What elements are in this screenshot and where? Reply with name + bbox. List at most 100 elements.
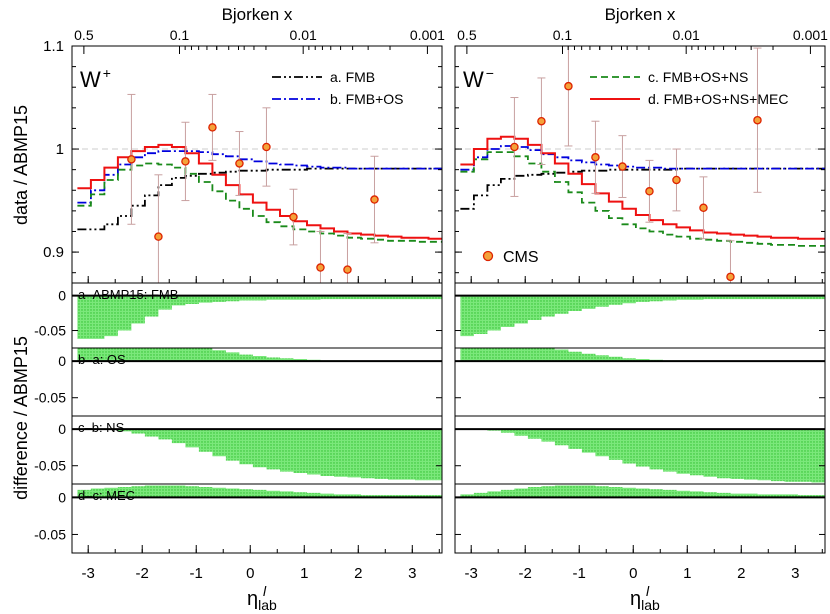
eta-tick-label: -3 [82, 565, 95, 582]
bjorken-x-label: Bjorken x [605, 5, 676, 24]
legend-cms-marker [482, 250, 494, 262]
series-line [77, 162, 442, 243]
cms-point [154, 232, 163, 241]
legend-label: d. FMB+OS+NS+MEC [648, 91, 788, 107]
series-group [77, 93, 442, 283]
cms-point [699, 203, 708, 213]
eta-tick-label: 3 [408, 565, 416, 582]
series-group [460, 46, 825, 283]
bjorken-tick-label: 0.5 [74, 27, 94, 43]
diff-label: b–a: OS [78, 352, 126, 367]
legend-label: a. FMB [330, 69, 375, 85]
eta-tick-label: 1 [683, 565, 691, 582]
bjorken-tick-label: 0.01 [673, 27, 700, 43]
diff-label: a–ABMP15: FMB [78, 287, 178, 302]
diff-fill [77, 485, 442, 498]
diff-panel: 0 -0.05 a–ABMP15: FMB [34, 282, 443, 349]
series-line [460, 151, 825, 247]
panel-label: W + [80, 65, 111, 92]
panel-label-sup: − [486, 65, 494, 81]
bjorken-x-label: Bjorken x [222, 5, 293, 24]
diff-label: d–c: MEC [78, 488, 135, 503]
diff-panel [454, 347, 826, 417]
legend-cms-label: CMS [503, 249, 539, 266]
eta-axis-label-sup: l [646, 583, 650, 599]
diff-fill [77, 429, 442, 481]
panel-label-main: W [80, 67, 101, 92]
panel-wplus: 0.9 1 1.1 0.5 0.1 0.01 0.001 Bjorken x W + a. FMB b… [34, 5, 445, 613]
cms-point [181, 157, 190, 166]
cms-point [343, 265, 352, 274]
eta-axis-label-sub: lab [258, 597, 277, 613]
series-line [460, 135, 825, 240]
series-line [77, 167, 442, 231]
diff-panel: 0 -0.05 d–c: MEC [34, 483, 443, 554]
diff-fill [77, 348, 442, 362]
diff-y-tick-label: 0 [58, 288, 66, 304]
diff-panel [454, 483, 826, 554]
y-tick-label: 1 [56, 141, 64, 158]
eta-tick-label: -1 [190, 565, 203, 582]
panel-wminus: 0.5 0.1 0.01 0.001 Bjorken x W − c. FMB+OS+NS d.… [454, 5, 828, 613]
diff-fill [460, 429, 825, 483]
eta-axis-label: ηlab [247, 588, 277, 613]
legend-label: c. FMB+OS+NS [648, 69, 748, 85]
eta-tick-label: 0 [246, 565, 254, 582]
cms-point [289, 212, 298, 222]
bjorken-tick-label: 0.1 [553, 27, 573, 43]
diff-y-tick-label: -0.05 [34, 526, 66, 542]
eta-tick-label: 3 [791, 565, 799, 582]
eta-tick-label: 2 [354, 565, 362, 582]
bjorken-tick-label: 0.5 [457, 27, 477, 43]
eta-tick-label: -3 [465, 565, 478, 582]
y-tick-label: 1.1 [43, 38, 64, 55]
diff-y-tick-label: -0.05 [34, 458, 66, 474]
eta-tick-label: 2 [737, 565, 745, 582]
cms-point [510, 142, 519, 152]
y-tick-label: 0.9 [43, 244, 64, 261]
ylabel-bottom: difference / ABMP15 [11, 336, 31, 500]
cms-point [726, 272, 735, 282]
eta-tick-label: -1 [573, 565, 586, 582]
eta-tick-label: 1 [300, 565, 308, 582]
eta-axis-label-main: η [630, 588, 641, 610]
eta-tick-label: -2 [136, 565, 149, 582]
diff-panel [454, 415, 826, 485]
cms-point [537, 116, 546, 126]
eta-tick-label: 0 [629, 565, 637, 582]
eta-axis-label-main: η [247, 588, 258, 610]
diff-y-tick-label: 0 [58, 353, 66, 369]
bjorken-tick-label: 0.001 [793, 27, 828, 43]
cms-point [262, 142, 271, 152]
cms-point [316, 263, 325, 272]
diff-fill [460, 348, 825, 362]
cms-point [564, 81, 573, 91]
top-panel-frame [454, 45, 826, 284]
cms-point [672, 175, 681, 185]
panel-label: W − [463, 65, 494, 92]
eta-tick-label: -2 [519, 565, 532, 582]
diff-panel: 0 -0.05 c–b: NS [34, 415, 443, 485]
cms-point [645, 187, 654, 196]
eta-axis-label-sup: l [263, 583, 267, 599]
cms-point [753, 115, 762, 125]
bjorken-tick-label: 0.01 [290, 27, 317, 43]
cms-point [618, 162, 627, 171]
eta-axis-label: ηlab [630, 588, 660, 613]
cms-point [127, 155, 136, 164]
ylabel-top: data / ABMP15 [11, 105, 31, 225]
diff-y-tick-label: -0.05 [34, 323, 66, 339]
panel-label-sup: + [103, 65, 111, 81]
cms-point [370, 195, 379, 204]
diff-fill [460, 485, 825, 498]
cms-point [208, 123, 217, 132]
diff-y-tick-label: 0 [58, 489, 66, 505]
legend-label: b. FMB+OS [330, 91, 404, 107]
diff-y-tick-label: 0 [58, 421, 66, 437]
bjorken-tick-label: 0.1 [170, 27, 190, 43]
diff-fill [77, 295, 442, 339]
diff-panel: 0 -0.05 b–a: OS [34, 347, 443, 417]
diff-fill [460, 295, 825, 337]
diff-panel [454, 282, 826, 349]
diff-frame [71, 483, 443, 554]
